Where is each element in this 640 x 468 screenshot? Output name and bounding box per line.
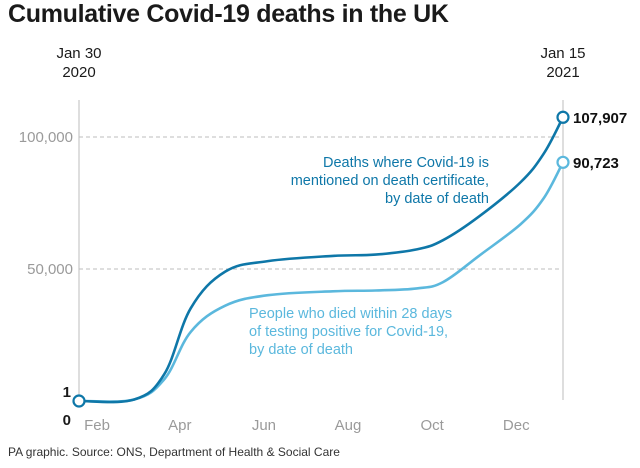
x-tick-label: Apr	[168, 417, 191, 434]
test-deaths-line	[77, 161, 565, 403]
test-end-value: 90,723	[573, 155, 619, 172]
start-date-label: Jan 30	[56, 45, 101, 62]
x-tick-label: Aug	[335, 417, 362, 434]
series-lines	[77, 116, 565, 404]
certificate-end-marker	[556, 110, 570, 124]
start-point-marker	[72, 394, 86, 408]
end-date-label: Jan 15	[540, 45, 585, 62]
y-tick-label: 100,000	[19, 129, 73, 146]
test-annotation-line: of testing positive for Covid-19,	[249, 324, 448, 340]
line-chart: 0 1 50,000 100,000 Feb Apr Jun Aug Oct Dec Jan 30 2…	[19, 45, 627, 434]
x-tick-label: Feb	[84, 417, 110, 434]
y-tick-label: 50,000	[27, 261, 73, 278]
axis-ticks: 0 1 50,000 100,000 Feb Apr Jun Aug Oct Dec Jan 30 2…	[19, 45, 586, 434]
test-annotation-line: by date of death	[249, 342, 353, 358]
labels: 107,907 90,723 Deaths where Covid-19 is men…	[249, 110, 627, 358]
x-tick-label: Oct	[420, 417, 444, 434]
start-date-year: 2020	[62, 64, 95, 81]
chart-title: Cumulative Covid-19 deaths in the UK	[8, 0, 449, 28]
certificate-annotation-line: mentioned on death certificate,	[291, 173, 489, 189]
y-tick-label: 0	[63, 412, 71, 429]
test-annotation-line: People who died within 28 days	[249, 306, 452, 322]
certificate-deaths-line	[77, 116, 565, 404]
test-end-marker	[556, 155, 570, 169]
y-tick-label: 1	[63, 384, 71, 401]
certificate-annotation-line: Deaths where Covid-19 is	[323, 155, 489, 171]
x-tick-label: Jun	[252, 417, 276, 434]
x-tick-label: Dec	[503, 417, 530, 434]
certificate-end-value: 107,907	[573, 110, 627, 127]
end-date-year: 2021	[546, 64, 579, 81]
series-markers	[72, 110, 570, 408]
source-note: PA graphic. Source: ONS, Department of H…	[8, 445, 340, 459]
grid	[78, 100, 564, 400]
certificate-annotation-line: by date of death	[385, 191, 489, 207]
